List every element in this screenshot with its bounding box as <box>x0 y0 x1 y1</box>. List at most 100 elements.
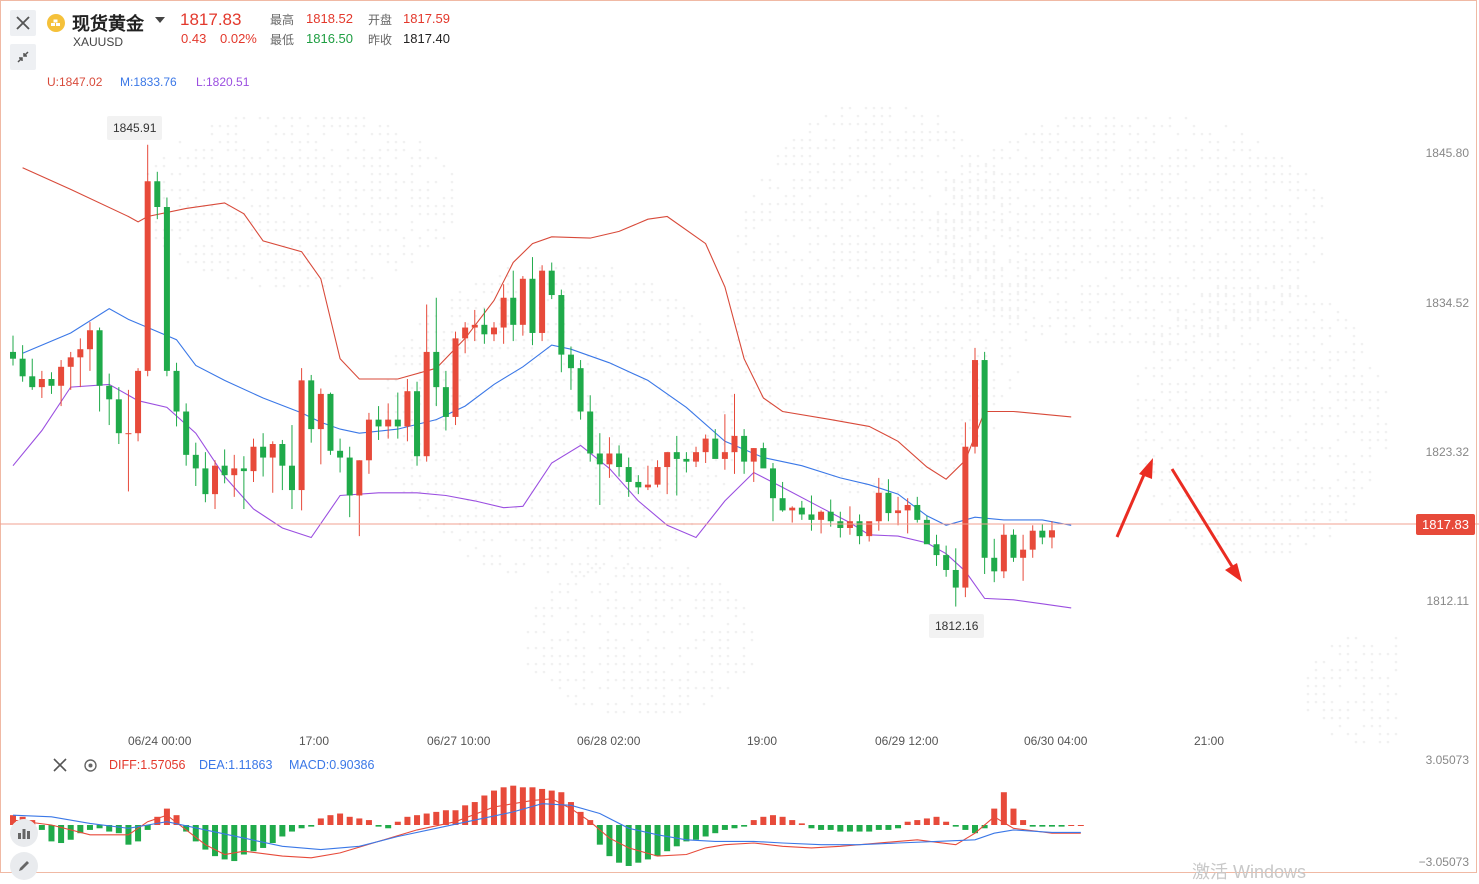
map-dot <box>1136 268 1140 272</box>
map-dot <box>808 394 812 398</box>
map-dot <box>1288 326 1292 330</box>
map-dot <box>856 138 860 142</box>
candle <box>818 510 825 534</box>
map-dot <box>1232 518 1236 522</box>
map-dot <box>1296 220 1300 224</box>
map-dot <box>386 228 390 232</box>
map-dot <box>1032 188 1036 192</box>
map-dot <box>1312 326 1316 330</box>
map-dot <box>960 172 964 176</box>
map-dot <box>1248 454 1252 458</box>
map-dot <box>1312 510 1316 514</box>
map-dot <box>730 394 734 398</box>
map-dot <box>658 546 662 550</box>
map-dot <box>410 458 414 462</box>
map-dot <box>1352 478 1356 482</box>
map-dot <box>506 322 510 326</box>
map-dot <box>578 474 582 478</box>
map-dot <box>442 354 446 358</box>
map-dot <box>1192 526 1196 530</box>
map-dot <box>848 258 852 262</box>
map-dot <box>792 386 796 390</box>
macd-dea-label: DEA:1.11863 <box>199 758 273 772</box>
map-dot <box>1338 724 1342 728</box>
map-dot <box>290 244 294 248</box>
map-dot <box>1032 292 1036 296</box>
map-dot <box>1360 414 1364 418</box>
map-dot <box>848 378 852 382</box>
candle <box>19 345 26 382</box>
settings-icon[interactable] <box>83 758 98 773</box>
map-dot <box>474 402 478 406</box>
candle-body <box>539 270 546 333</box>
map-dot <box>1288 518 1292 522</box>
map-dot <box>418 212 422 216</box>
map-dot <box>1296 526 1300 530</box>
map-dot <box>514 394 518 398</box>
map-dot <box>1120 124 1124 128</box>
map-dot <box>706 506 710 510</box>
map-dot <box>530 362 534 366</box>
map-dot <box>944 426 948 430</box>
map-dot <box>394 474 398 478</box>
map-dot <box>242 196 246 200</box>
map-dot <box>840 418 844 422</box>
map-dot <box>1378 652 1382 656</box>
map-dot <box>602 274 606 278</box>
collapse-button[interactable] <box>10 44 36 70</box>
map-dot <box>928 450 932 454</box>
map-dot <box>654 646 658 650</box>
map-dot <box>1152 342 1156 346</box>
map-dot <box>968 154 972 158</box>
map-dot <box>290 204 294 208</box>
macd-histogram-bar <box>693 825 700 840</box>
close-indicator-icon[interactable] <box>53 758 67 772</box>
map-dot <box>1136 236 1140 240</box>
map-dot <box>1288 334 1292 338</box>
map-dot <box>346 148 350 152</box>
map-dot <box>776 202 780 206</box>
map-dot <box>912 482 916 486</box>
map-dot <box>1240 196 1244 200</box>
map-dot <box>792 202 796 206</box>
map-dot <box>736 282 740 286</box>
map-dot <box>824 114 828 118</box>
map-dot <box>976 300 980 304</box>
map-dot <box>1192 164 1196 168</box>
map-dot <box>290 132 294 136</box>
map-dot <box>622 622 626 626</box>
dropdown-icon[interactable] <box>155 17 165 23</box>
map-dot <box>848 146 852 150</box>
map-dot <box>418 498 422 502</box>
close-button[interactable] <box>10 10 36 36</box>
map-dot <box>654 710 658 714</box>
map-dot <box>582 702 586 706</box>
map-dot <box>546 354 550 358</box>
map-dot <box>1272 366 1276 370</box>
map-dot <box>630 694 634 698</box>
map-dot <box>976 258 980 262</box>
map-dot <box>848 266 852 270</box>
map-dot <box>682 362 686 366</box>
map-dot <box>402 346 406 350</box>
map-dot <box>1024 274 1028 278</box>
map-dot <box>1168 342 1172 346</box>
map-dot <box>586 402 590 406</box>
map-dot <box>682 306 686 310</box>
map-dot <box>1008 228 1012 232</box>
map-dot <box>1216 172 1220 176</box>
map-dot <box>1378 676 1382 680</box>
map-dot <box>880 114 884 118</box>
map-dot <box>776 154 780 158</box>
draw-button[interactable] <box>10 852 38 880</box>
map-dot <box>888 178 892 182</box>
map-dot <box>418 322 422 326</box>
map-dot <box>346 132 350 136</box>
map-dot <box>1232 310 1236 314</box>
instrument-name[interactable]: 现货黄金 <box>72 14 144 34</box>
map-dot <box>226 276 230 280</box>
map-dot <box>558 678 562 682</box>
indicator-button[interactable] <box>10 819 38 847</box>
map-dot <box>450 330 454 334</box>
